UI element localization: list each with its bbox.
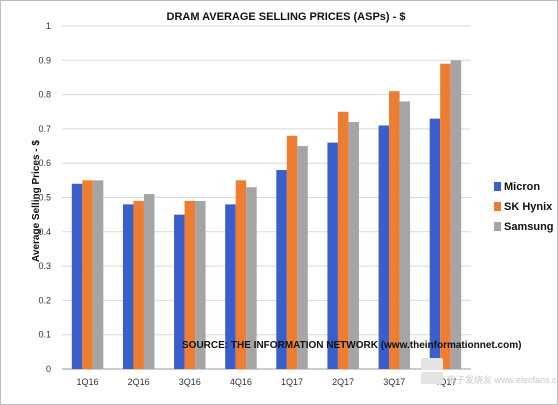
y-tick-label: 0.5 (38, 193, 51, 203)
legend-swatch (494, 182, 501, 191)
bar-sk-hynix-2q17 (337, 111, 349, 369)
legend-label: SK Hynix (504, 201, 553, 213)
chart-title: DRAM AVERAGE SELLING PRICES (ASPs) - $ (167, 11, 406, 23)
bar-sk-hynix-3q16 (184, 200, 196, 369)
bar-samsung-3q16 (195, 200, 206, 369)
y-tick-label: 0.4 (38, 227, 51, 237)
x-tick-labels: 1Q16 2Q16 3Q16 4Q16 1Q17 2Q17 3Q17 4Q17 (77, 377, 457, 387)
legend-label: Samsung (504, 221, 554, 233)
y-tick-label: 0.6 (38, 158, 51, 168)
y-tick-label: 0.8 (38, 90, 51, 100)
source-annotation: SOURCE: THE INFORMATION NETWORK (www.the… (182, 340, 521, 351)
bar-samsung-2q16 (143, 194, 155, 369)
x-tick-label: 2Q16 (128, 377, 150, 387)
bar-sk-hynix-4q16 (235, 180, 247, 369)
legend-swatch (494, 202, 501, 211)
x-tick-label: 2Q17 (332, 377, 354, 387)
bar-micron-3q16 (174, 214, 185, 369)
bar-sk-hynix-4q17 (440, 63, 451, 369)
x-tick-label: 3Q17 (383, 377, 405, 387)
watermark-logo-icon (421, 358, 443, 384)
bar-sk-hynix-2q16 (133, 200, 144, 369)
watermark: 电子发烧友 www.elecfans.com (421, 358, 557, 385)
y-tick-label: 1 (46, 21, 51, 31)
x-tick-label: 1Q17 (281, 377, 303, 387)
legend-swatch (494, 222, 501, 231)
legend: Micron SK Hynix Samsung (494, 181, 554, 233)
watermark-text: 电子发烧友 www.elecfans.com (447, 374, 557, 385)
bar-micron-1q17 (276, 170, 287, 369)
bar-micron-2q16 (122, 204, 134, 369)
bar-micron-1q16 (71, 183, 83, 369)
bar-micron-4q16 (225, 204, 236, 369)
bar-micron-2q17 (327, 142, 338, 369)
y-tick-label: 0.7 (38, 124, 51, 134)
y-axis-label: Average Selling Prices - $ (31, 140, 42, 262)
y-tick-label: 0.3 (38, 261, 51, 271)
y-tick-label: 0.2 (38, 295, 51, 305)
bar-sk-hynix-1q17 (286, 135, 298, 369)
x-tick-label: 4Q16 (230, 377, 252, 387)
bar-samsung-2q17 (348, 122, 359, 369)
y-tick-label: 0.9 (38, 55, 51, 65)
bar-sk-hynix-3q17 (389, 91, 400, 370)
bar-series (71, 60, 462, 370)
bar-samsung-1q17 (297, 146, 308, 369)
y-tick-label: 0.1 (38, 330, 51, 340)
y-tick-labels: 0 0.1 0.2 0.3 0.4 0.5 0.6 0.7 0.8 0.9 1 (38, 21, 51, 374)
bar-micron-3q17 (378, 125, 390, 369)
bar-micron-4q17 (429, 118, 441, 369)
bar-samsung-4q16 (246, 187, 257, 369)
bar-samsung-3q17 (399, 101, 411, 370)
x-tick-label: 4Q17 (434, 377, 456, 387)
bar-sk-hynix-1q16 (82, 180, 93, 369)
x-tick-label: 3Q16 (179, 377, 201, 387)
bar-samsung-1q16 (92, 180, 104, 369)
x-tick-label: 1Q16 (77, 377, 99, 387)
legend-label: Micron (504, 181, 540, 193)
y-tick-label: 0 (46, 364, 51, 374)
bar-samsung-4q17 (450, 60, 462, 370)
